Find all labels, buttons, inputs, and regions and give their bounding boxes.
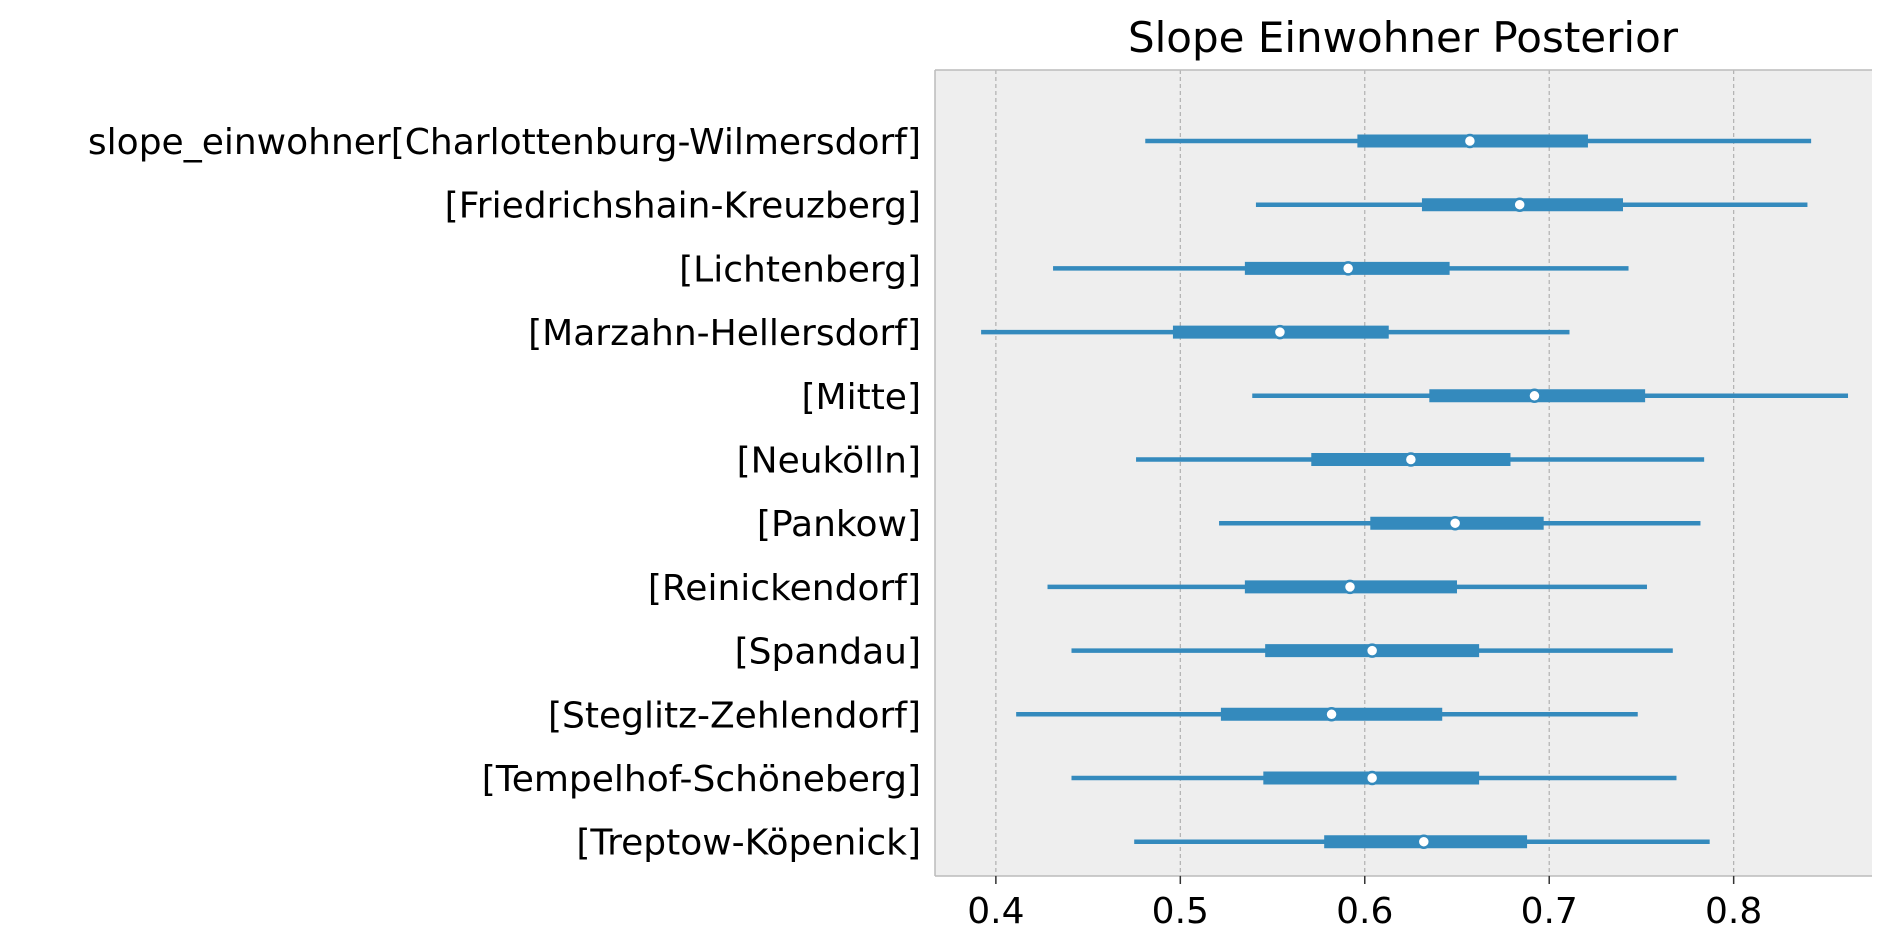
category-label: [Treptow-Köpenick]	[576, 823, 921, 864]
category-label: [Steglitz-Zehlendorf]	[548, 695, 921, 736]
median-point	[1364, 770, 1380, 786]
median-point	[1403, 452, 1419, 467]
median-point	[1342, 579, 1358, 595]
category-label: [Lichtenberg]	[679, 249, 921, 290]
median-point	[1272, 324, 1288, 340]
x-tick-label: 0.4	[967, 891, 1024, 932]
category-label: [Marzahn-Hellersdorf]	[528, 313, 921, 354]
category-label: [Mitte]	[801, 377, 921, 418]
median-point	[1416, 834, 1432, 849]
plot-background	[935, 70, 1872, 876]
chart-title: Slope Einwohner Posterior	[1128, 13, 1679, 62]
category-label: slope_einwohner[Charlottenburg-Wilmersdo…	[88, 122, 921, 163]
median-point	[1527, 388, 1542, 404]
median-point	[1324, 707, 1339, 722]
interval-marks	[981, 133, 1849, 849]
category-labels: slope_einwohner[Charlottenburg-Wilmersdo…	[88, 122, 921, 864]
median-point	[1340, 261, 1356, 276]
median-point	[1364, 643, 1380, 658]
category-label: [Spandau]	[735, 632, 921, 673]
median-point	[1462, 133, 1478, 149]
category-label: [Neukölln]	[737, 441, 921, 482]
median-point	[1447, 515, 1463, 531]
x-tick-label: 0.8	[1705, 891, 1762, 932]
category-label: [Reinickendorf]	[648, 568, 921, 609]
category-label: [Friedrichshain-Kreuzberg]	[445, 186, 921, 227]
x-tick-label: 0.6	[1336, 891, 1393, 932]
category-label: [Tempelhof-Schöneberg]	[482, 759, 921, 800]
x-tick-label: 0.7	[1521, 891, 1578, 932]
x-axis: 0.4 0.5 0.6 0.7 0.8	[967, 876, 1762, 932]
x-tick-label: 0.5	[1152, 891, 1209, 932]
median-point	[1512, 197, 1527, 212]
category-label: [Pankow]	[757, 504, 921, 545]
